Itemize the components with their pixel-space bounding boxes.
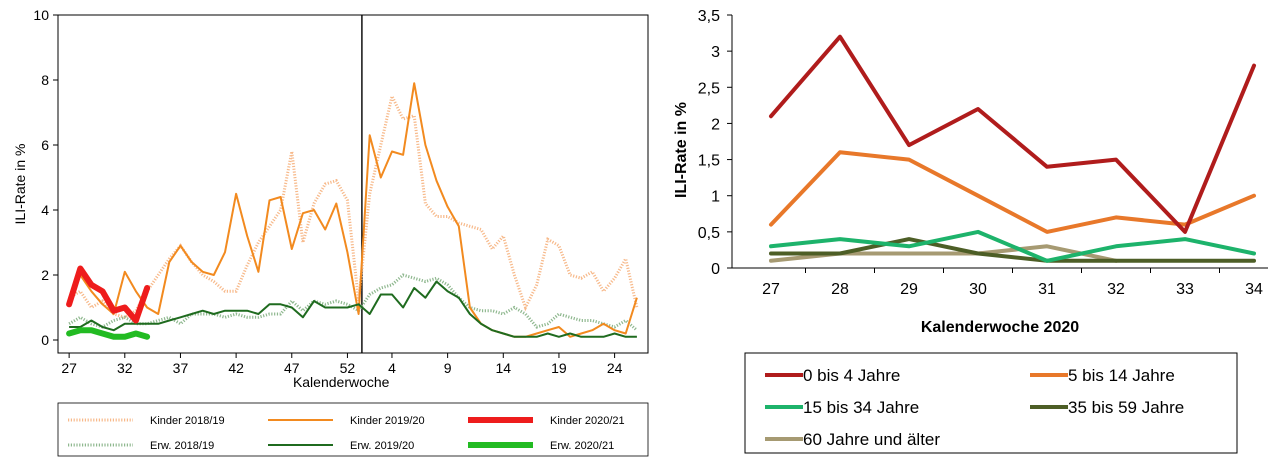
left-x-tick-label: 14 — [495, 360, 511, 376]
left-legend: Kinder 2018/19 Kinder 2019/20 Kinder 2020/… — [57, 402, 649, 457]
right-legend-label: 15 bis 34 Jahre — [803, 398, 919, 417]
right-x-tick-label: 27 — [762, 281, 780, 298]
left-series-line-0 — [68, 91, 639, 319]
right-legend-box — [744, 352, 1238, 454]
left-x-tick-label: 32 — [117, 360, 133, 376]
right-x-axis-title: Kalenderwoche 2020 — [921, 319, 1079, 336]
right-y-tick-label: 0,5 — [698, 225, 720, 242]
right-y-axis-title: ILI-Rate in % — [673, 102, 690, 198]
left-series-line-3 — [68, 273, 638, 332]
left-legend-box — [57, 402, 649, 457]
right-chart: 0 0,5 1 1,5 2 2,5 3 3,5 27 28 29 30 31 32 33 34 Kalender… — [673, 8, 1268, 336]
right-x-tick-label: 28 — [831, 281, 849, 298]
left-x-tick-label: 4 — [388, 360, 396, 376]
right-legend: 0 bis 4 Jahre 5 bis 14 Jahre 15 bis 34 Jah… — [744, 352, 1238, 454]
left-legend-label: Erw. 2020/21 — [550, 440, 614, 452]
right-x-tick-label: 32 — [1107, 281, 1125, 298]
right-series-line-3 — [769, 237, 1256, 263]
right-series-line-2 — [769, 229, 1256, 263]
left-y-tick-label: 0 — [41, 332, 49, 348]
right-y-tick-label: 3,5 — [698, 8, 720, 25]
left-y-tick-label: 6 — [41, 137, 49, 153]
right-y-tick-label: 0 — [711, 261, 720, 278]
right-x-tick-label: 33 — [1176, 281, 1194, 298]
right-y-tick-label: 2 — [711, 116, 720, 133]
left-x-tick-label: 47 — [284, 360, 300, 376]
left-x-axis-title: Kalenderwoche — [293, 374, 390, 390]
right-x-tick-label: 30 — [969, 281, 987, 298]
left-x-tick-label: 27 — [61, 360, 77, 376]
left-y-axis-title: ILI-Rate in % — [12, 144, 28, 225]
left-legend-label: Erw. 2019/20 — [350, 440, 414, 452]
left-y-tick-label: 2 — [41, 267, 49, 283]
right-y-tick-label: 3 — [711, 44, 720, 61]
left-series-line-4 — [69, 280, 637, 338]
right-x-tick-label: 31 — [1038, 281, 1056, 298]
left-legend-label: Kinder 2018/19 — [150, 415, 225, 427]
left-legend-label: Kinder 2019/20 — [350, 415, 425, 427]
left-series-line-1 — [68, 82, 638, 338]
left-legend-label: Kinder 2020/21 — [550, 415, 625, 427]
right-y-tick-label: 1,5 — [698, 153, 720, 170]
left-series-line-5 — [66, 327, 151, 340]
left-y-tick-label: 4 — [41, 202, 49, 218]
left-x-tick-label: 9 — [444, 360, 452, 376]
right-series-line-0 — [769, 34, 1256, 234]
left-x-tick-label: 37 — [173, 360, 189, 376]
left-x-tick-label: 19 — [551, 360, 567, 376]
right-y-tick-label: 2,5 — [698, 80, 720, 97]
left-plot-frame — [57, 14, 649, 354]
left-x-tick-label: 52 — [340, 360, 356, 376]
left-x-tick-label: 24 — [607, 360, 623, 376]
right-series-line-1 — [769, 150, 1256, 234]
right-legend-label: 0 bis 4 Jahre — [803, 366, 900, 385]
right-x-tick-label: 34 — [1245, 281, 1263, 298]
left-x-tick-label: 42 — [228, 360, 244, 376]
right-legend-label: 5 bis 14 Jahre — [1068, 366, 1175, 385]
left-y-tick-label: 8 — [41, 72, 49, 88]
right-x-tick-label: 29 — [900, 281, 918, 298]
right-legend-label: 35 bis 59 Jahre — [1068, 398, 1184, 417]
right-legend-label: 60 Jahre und älter — [803, 430, 940, 449]
left-y-tick-label: 10 — [33, 7, 49, 23]
right-y-tick-label: 1 — [711, 189, 720, 206]
left-legend-label: Erw. 2018/19 — [150, 440, 214, 452]
left-series-line-2 — [66, 265, 151, 324]
